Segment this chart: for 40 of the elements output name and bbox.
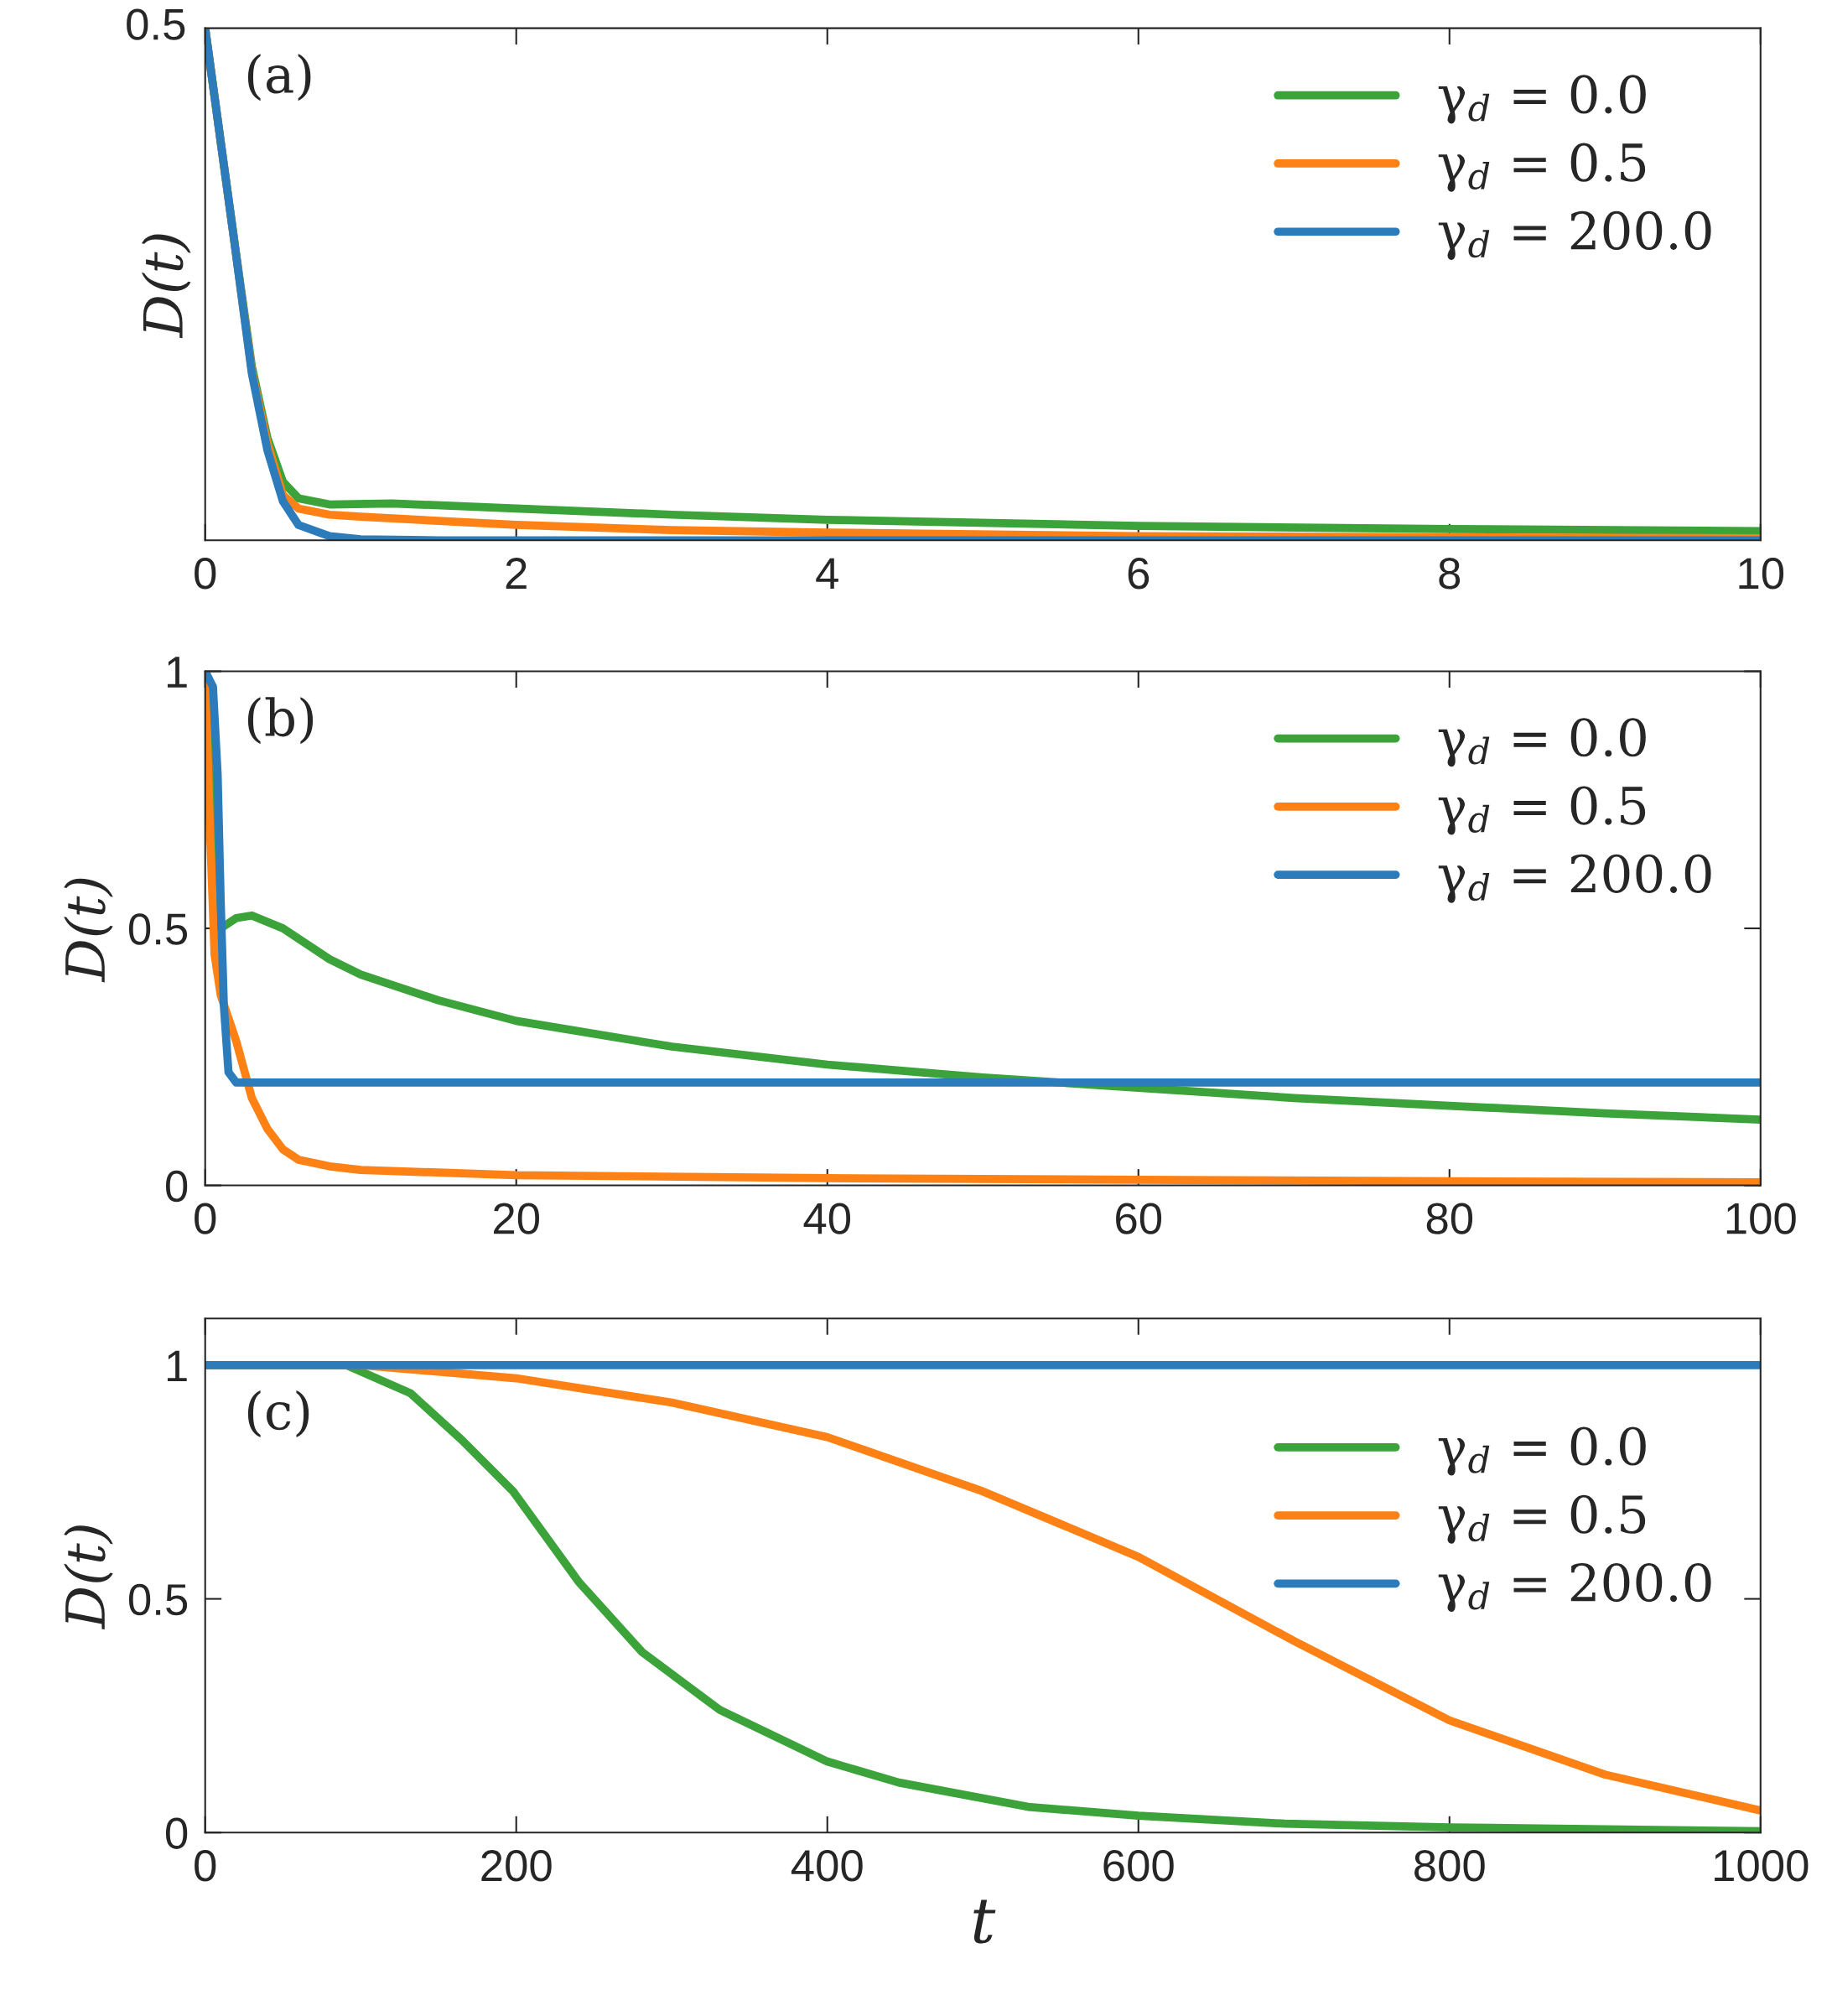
x-tick-label: 80 (1426, 1203, 1473, 1234)
x-tick-label: 20 (494, 1203, 540, 1234)
legend-label: γ$_{d}$ = 0.0 (1438, 75, 1646, 124)
x-axis-title: t (973, 1899, 996, 1944)
y-tick-label: 0.5 (128, 913, 188, 945)
x-tick-label: 800 (1414, 1850, 1485, 1882)
x-tick-label: 1000 (1715, 1850, 1809, 1882)
y-axis-title: D(t) (142, 234, 191, 339)
x-tick-label: 400 (791, 1850, 863, 1882)
annotation: (b) (247, 697, 314, 745)
y-axis-title: D(t) (64, 1525, 113, 1630)
annotation: (a) (247, 54, 311, 101)
x-tick-label: 600 (1103, 1850, 1174, 1882)
annotation: (c) (247, 1390, 309, 1437)
x-tick-label: 6 (1128, 558, 1150, 590)
legend-label: γ$_{d}$ = 0.0 (1438, 718, 1646, 767)
x-tick-label: 0 (195, 558, 216, 590)
x-tick-label: 2 (506, 558, 527, 589)
legend-label: γ$_{d}$ = 200.0 (1438, 1562, 1711, 1613)
x-tick-label: 0 (195, 1203, 216, 1234)
legend-label: γ$_{d}$ = 0.5 (1438, 143, 1646, 192)
x-tick-label: 4 (816, 558, 838, 589)
x-tick-label: 200 (481, 1850, 552, 1882)
x-tick-label: 60 (1116, 1203, 1162, 1234)
y-tick-label: 1 (167, 657, 187, 688)
x-tick-label: 40 (803, 1203, 851, 1234)
x-tick-label: 8 (1439, 558, 1461, 590)
x-tick-label: 10 (1739, 558, 1784, 590)
y-tick-label: 0.5 (128, 1583, 188, 1616)
y-tick-label: 0 (165, 1817, 188, 1849)
y-tick-label: 1 (167, 1350, 187, 1382)
legend-label: γ$_{d}$ = 200.0 (1438, 854, 1711, 903)
y-tick-label: 0 (165, 1170, 188, 1203)
legend-label: γ$_{d}$ = 0.5 (1438, 786, 1646, 835)
legend-label: γ$_{d}$ = 0.5 (1438, 1494, 1646, 1544)
x-tick-label: 100 (1726, 1203, 1796, 1234)
legend-label: γ$_{d}$ = 0.0 (1438, 1426, 1646, 1476)
x-tick-label: 0 (195, 1850, 216, 1882)
legend-label: γ$_{d}$ = 200.0 (1438, 210, 1711, 260)
y-axis-title: D(t) (64, 878, 113, 983)
